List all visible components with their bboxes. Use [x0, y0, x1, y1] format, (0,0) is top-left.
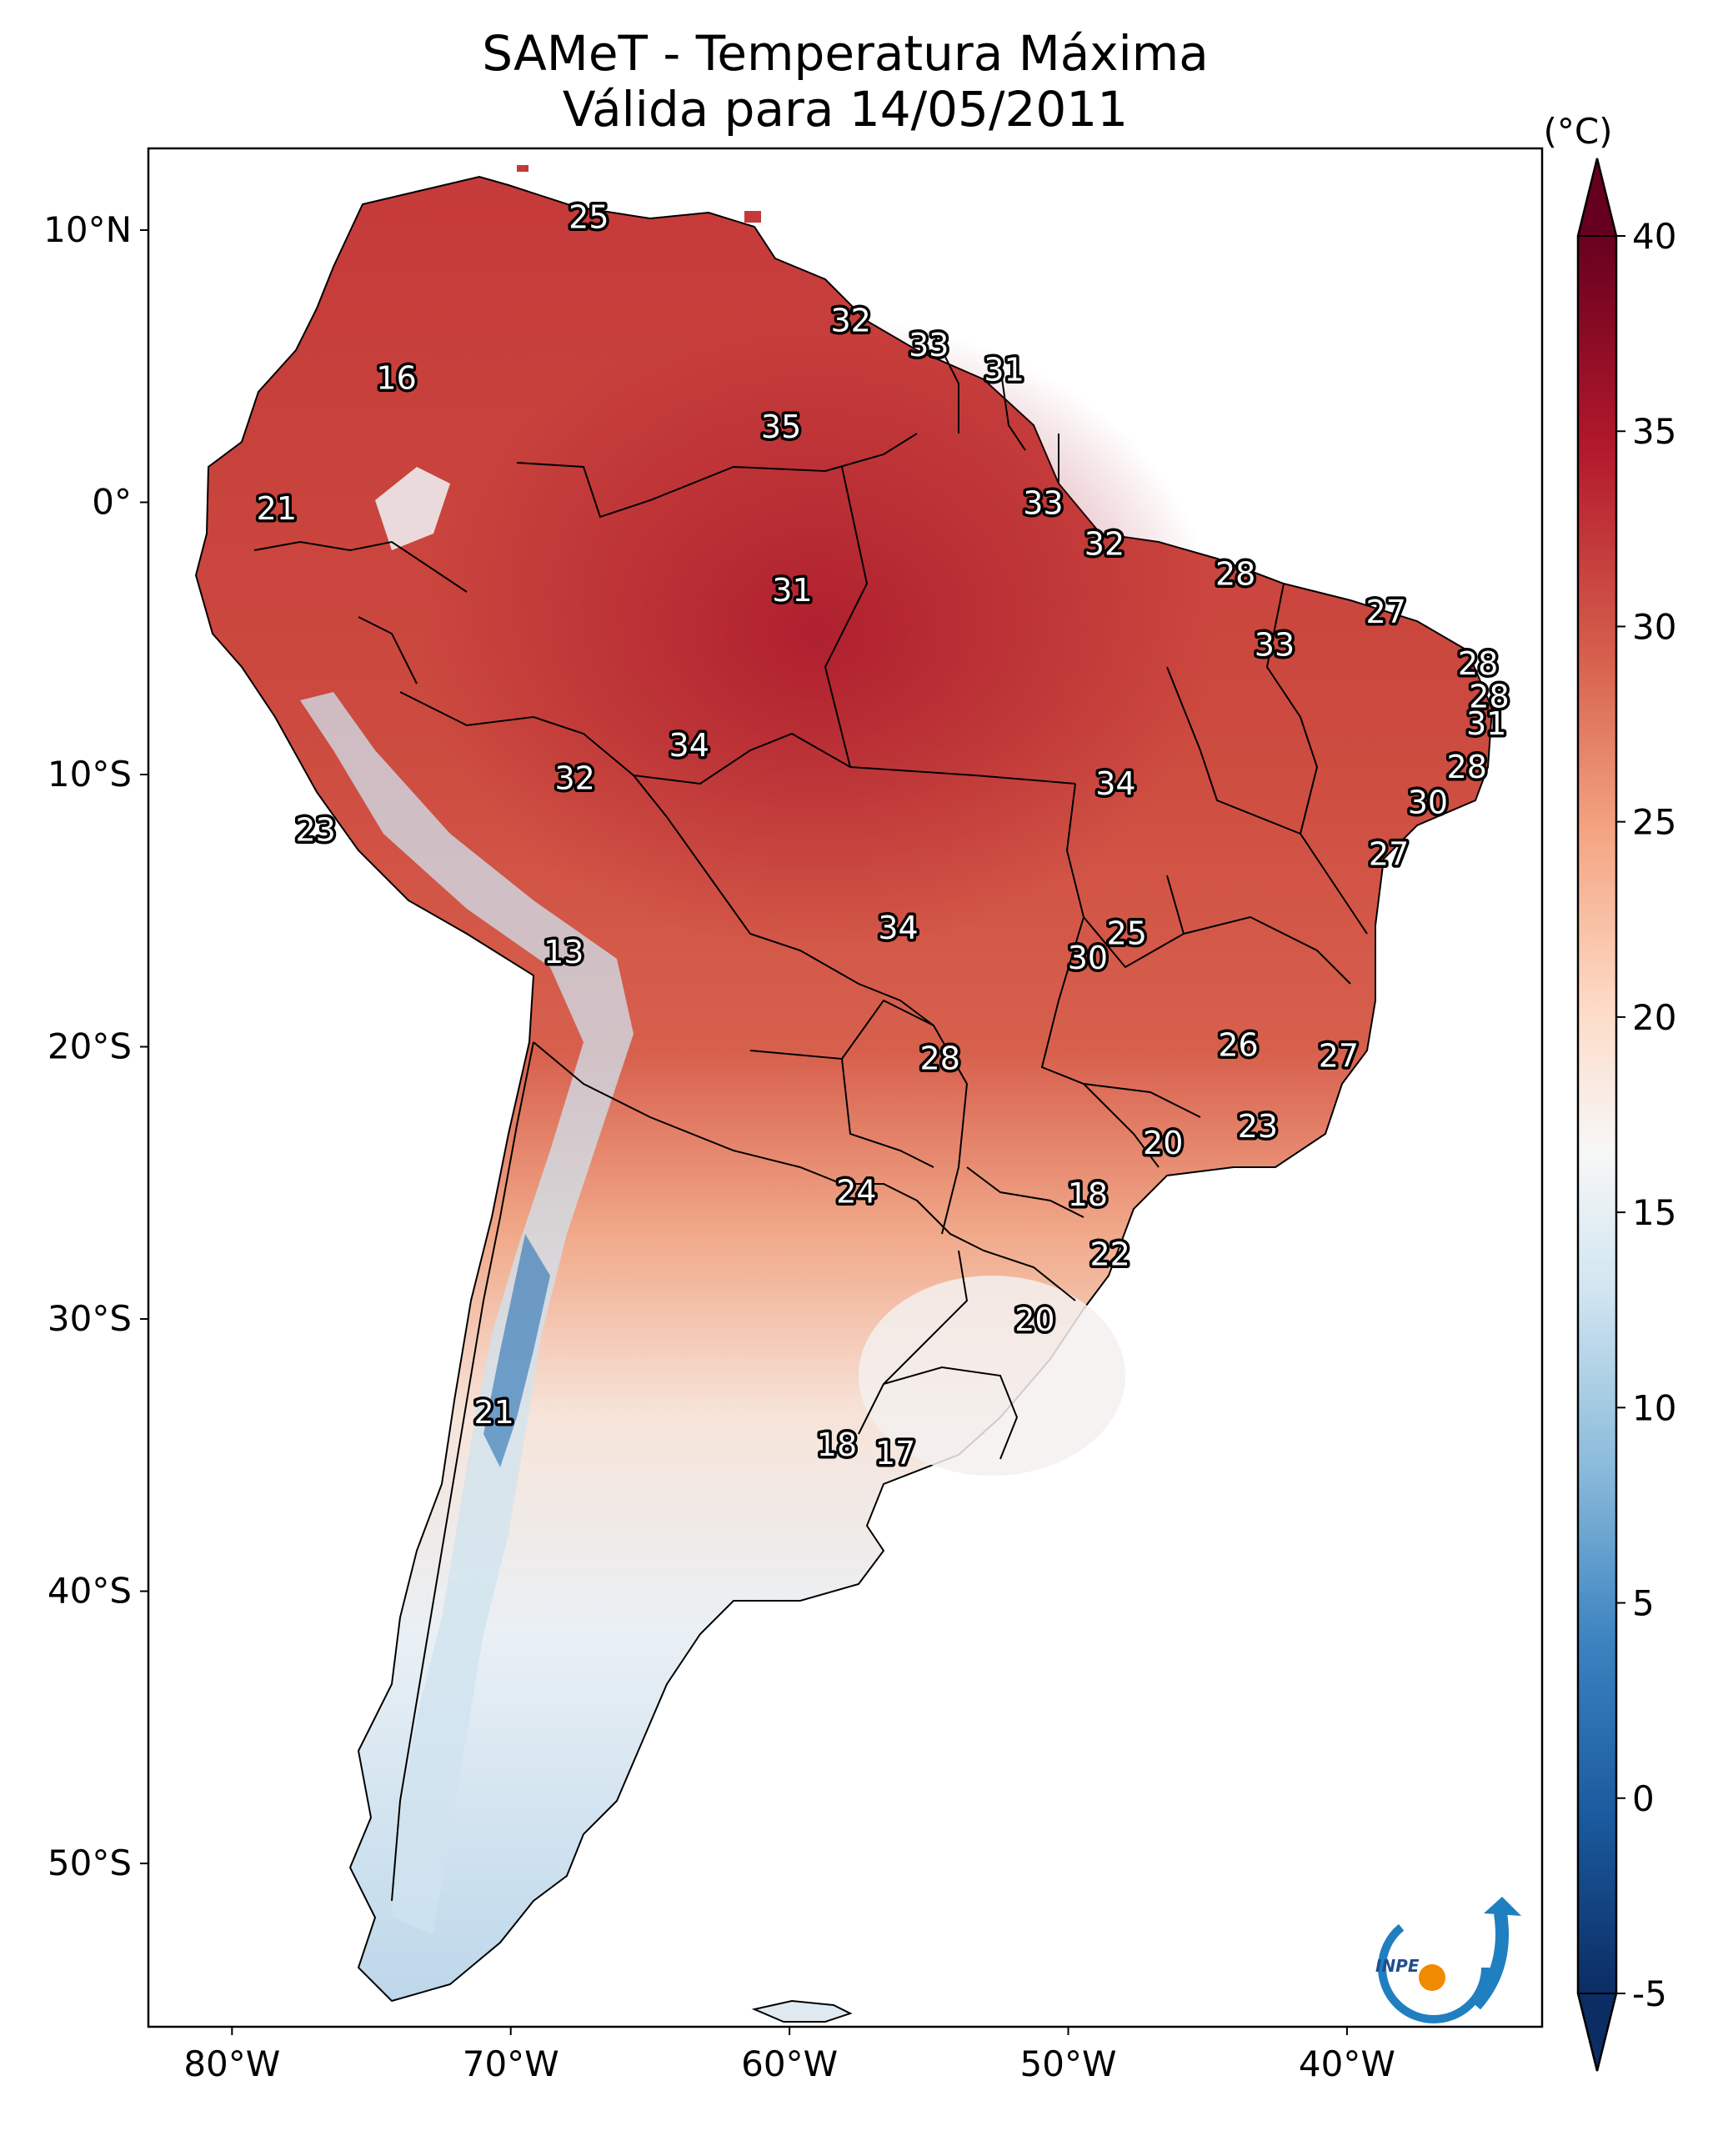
- lat-tick-label: 30°S: [48, 1298, 132, 1339]
- lon-tick-label: 80°W: [183, 2043, 280, 2084]
- lon-tick-label: 60°W: [741, 2043, 838, 2084]
- colorbar: (°C) 40 35 30 25 20 15 10 5 0 -5: [1543, 111, 1676, 2072]
- colorbar-tick-label: 25: [1632, 802, 1676, 843]
- city-temperature-label: 32: [1084, 525, 1124, 562]
- colorbar-tick-label: 5: [1632, 1583, 1655, 1624]
- lat-tick-label: 40°S: [48, 1571, 132, 1612]
- city-temperature-label: 27: [1366, 594, 1406, 630]
- city-temperature-label: 31: [1466, 705, 1506, 742]
- map-title-line1: SAMeT - Temperatura Máxima: [482, 25, 1209, 82]
- city-temperature-label: 34: [669, 727, 709, 764]
- map-panel: 80°W 70°W 60°W 50°W 40°W 10°N 0° 10°S 20°S 30°S 4…: [43, 147, 1544, 2084]
- city-temperature-label: 18: [817, 1426, 857, 1463]
- colorbar-tick-label: -5: [1632, 1973, 1667, 2014]
- lon-tick-label: 50°W: [1020, 2043, 1117, 2084]
- city-temperature-label: 32: [554, 760, 594, 796]
- colorbar-tick-label: 40: [1632, 216, 1676, 257]
- city-temperature-label: 28: [1447, 749, 1487, 785]
- city-temperature-label: 28: [920, 1040, 960, 1077]
- city-temperature-label: 21: [473, 1394, 513, 1431]
- colorbar-lower-extend: [1576, 1993, 1618, 2072]
- lat-tick-label: 10°N: [43, 209, 132, 250]
- colorbar-upper-extend: [1576, 158, 1618, 237]
- city-temperature-label: 33: [1255, 626, 1295, 663]
- city-temperature-label: 34: [878, 910, 918, 946]
- inpe-logo-text: INPE: [1375, 1956, 1420, 1976]
- city-temperature-label: 20: [1143, 1125, 1183, 1161]
- colorbar-fill: [1578, 236, 1616, 1993]
- colorbar-tick-label: 0: [1632, 1778, 1655, 1819]
- city-temperature-label: 35: [761, 409, 801, 445]
- colorbar-tick-label: 30: [1632, 606, 1676, 647]
- falkland-islands: [751, 1999, 853, 2023]
- colorbar-tick-label: 35: [1632, 411, 1676, 452]
- map-frame: [147, 147, 1544, 2028]
- city-temperature-label: 30: [1408, 785, 1448, 821]
- city-temperature-label: 21: [257, 490, 297, 527]
- city-temperature-label: 33: [1023, 484, 1063, 521]
- map-title-line2: Válida para 14/05/2011: [563, 81, 1128, 138]
- city-temperature-label: 20: [1014, 1301, 1054, 1338]
- city-temperature-label: 25: [1107, 915, 1147, 951]
- colorbar-unit: (°C): [1543, 111, 1612, 152]
- city-temperature-label: 31: [984, 351, 1024, 388]
- colorbar-tick-label: 10: [1632, 1387, 1676, 1428]
- inpe-logo: INPE: [1375, 1897, 1521, 2023]
- city-temperature-label: 28: [1469, 678, 1509, 714]
- lat-tick-label: 10°S: [48, 754, 132, 795]
- city-temperature-label: 25: [568, 199, 609, 236]
- city-temperature-label: 22: [1090, 1236, 1130, 1273]
- city-temperature-label: 30: [1068, 940, 1108, 976]
- city-temperature-label: 27: [1369, 836, 1409, 873]
- lat-tick-label: 20°S: [48, 1026, 132, 1067]
- longitude-tick-labels: 80°W 70°W 60°W 50°W 40°W: [183, 2027, 1395, 2084]
- city-temperature-label: 13: [543, 934, 584, 970]
- city-temperature-label: 23: [1238, 1108, 1278, 1145]
- city-temperature-label: 28: [1458, 645, 1498, 682]
- country-borders: [253, 333, 1368, 1902]
- city-temperature-label: 23: [295, 811, 335, 848]
- city-temperature-label: 16: [376, 359, 416, 396]
- city-temperature-label: 27: [1319, 1037, 1359, 1074]
- lat-tick-label: 50°S: [48, 1843, 132, 1883]
- city-temperature-label: 18: [1068, 1176, 1108, 1213]
- city-temperature-label: 33: [909, 327, 949, 364]
- city-temperature-label: 34: [1095, 765, 1135, 802]
- lon-tick-label: 40°W: [1299, 2043, 1395, 2084]
- city-temperature-label: 24: [836, 1174, 876, 1211]
- city-temperature-label: 32: [831, 303, 871, 339]
- colorbar-tick-label: 20: [1632, 997, 1676, 1038]
- latitude-tick-labels: 10°N 0° 10°S 20°S 30°S 40°S 50°S: [43, 209, 148, 1883]
- colorbar-tick-label: 15: [1632, 1192, 1676, 1233]
- city-temperature-label: 31: [772, 572, 812, 609]
- lat-tick-label: 0°: [92, 481, 132, 522]
- lon-tick-label: 70°W: [463, 2043, 559, 2084]
- city-temperature-label: 26: [1218, 1026, 1258, 1063]
- city-temperature-label: 17: [875, 1435, 915, 1472]
- city-temperature-label: 28: [1215, 555, 1255, 592]
- colorbar-tick-labels: 40 35 30 25 20 15 10 5 0 -5: [1616, 216, 1676, 2014]
